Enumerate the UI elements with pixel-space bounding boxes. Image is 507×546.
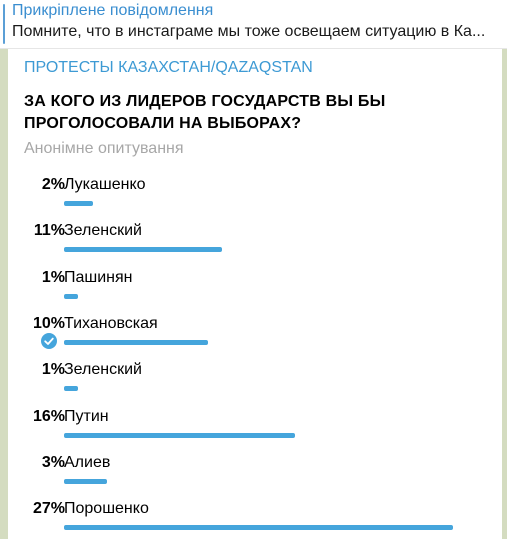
poll-option-progress-bar (64, 201, 93, 206)
pinned-message-bar[interactable]: Прикріплене повідомлення Помните, что в … (0, 0, 507, 49)
poll-option-percent: 16% (32, 408, 65, 425)
poll-message-bubble: ПРОТЕСТЫ КАЗАХСТАН/QAZAQSTAN ЗА КОГО ИЗ … (8, 49, 502, 539)
poll-option[interactable]: 16% Путин (8, 408, 502, 454)
poll-option[interactable]: 27% Порошенко (8, 500, 502, 546)
poll-option-label: Лукашенко (64, 176, 146, 193)
poll-option-label: Тихановская (64, 315, 158, 332)
pinned-title: Прикріплене повідомлення (12, 2, 214, 19)
poll-option[interactable]: 1% Пашинян (8, 269, 502, 315)
poll-option-progress-bar (64, 386, 78, 391)
poll-option-label: Порошенко (64, 500, 149, 517)
chat-wallpaper-left (0, 49, 8, 539)
poll-type-label: Анонімне опитування (24, 140, 184, 157)
poll-option-percent: 1% (41, 361, 65, 378)
channel-name[interactable]: ПРОТЕСТЫ КАЗАХСТАН/QAZAQSTAN (24, 59, 313, 76)
poll-option-percent: 11% (33, 222, 65, 239)
poll-option-label: Алиев (64, 454, 111, 471)
pinned-text: Помните, что в инстаграме мы тоже освеща… (12, 23, 486, 40)
poll-option[interactable]: 2% Лукашенко (8, 176, 502, 222)
poll-option-percent: 10% (32, 315, 65, 332)
poll-option-percent: 1% (41, 269, 65, 286)
voted-check-icon (41, 333, 57, 349)
chat-wallpaper-right (502, 49, 507, 539)
poll-option[interactable]: 3% Алиев (8, 454, 502, 500)
poll-option-label: Путин (64, 408, 109, 425)
poll-option-progress-bar (64, 294, 78, 299)
poll-option-percent: 27% (32, 500, 65, 517)
poll-option-progress-bar (64, 340, 208, 345)
poll-option-progress-bar (64, 479, 107, 484)
poll-option-percent: 2% (41, 176, 65, 193)
poll-option-label: Пашинян (64, 269, 133, 286)
poll-option-label: Зеленский (64, 222, 142, 239)
poll-option-progress-bar (64, 433, 295, 438)
poll-option-progress-bar (64, 247, 222, 252)
poll-option-percent: 3% (41, 454, 65, 471)
poll-question: ЗА КОГО ИЗ ЛИДЕРОВ ГОСУДАРСТВ ВЫ БЫ ПРОГ… (24, 93, 386, 132)
poll-option-progress-bar (64, 525, 453, 530)
poll-option-label: Зеленский (64, 361, 142, 378)
pinned-accent-bar (3, 4, 5, 44)
poll-option[interactable]: 11% Зеленский (8, 222, 502, 268)
poll-option[interactable]: 1% Зеленский (8, 361, 502, 407)
poll-option[interactable]: 10% Тихановская (8, 315, 502, 361)
